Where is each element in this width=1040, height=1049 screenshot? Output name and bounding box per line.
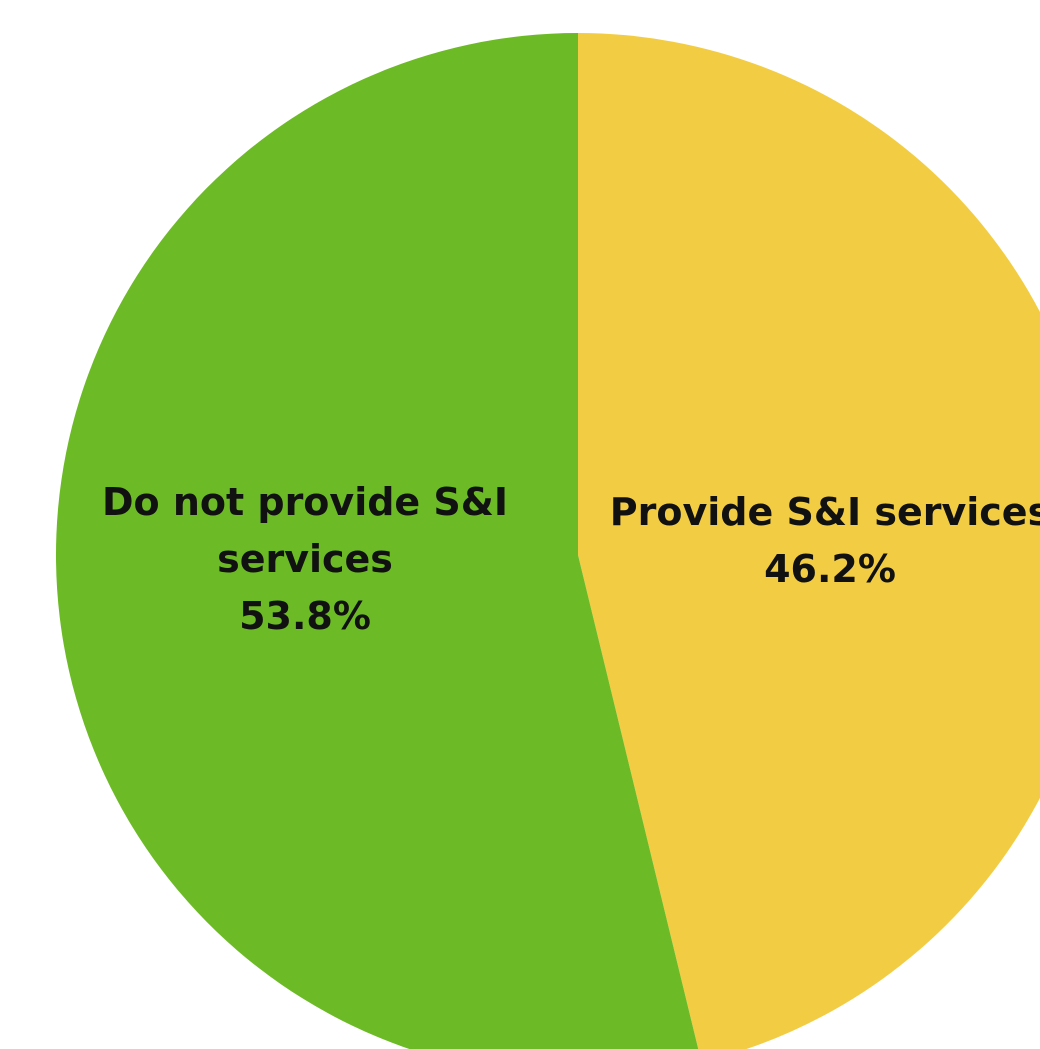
slice-label-line-0-0: Provide S&I services	[610, 490, 1040, 534]
pie-labels: Provide S&I services 46.2% Do not provide …	[102, 480, 1040, 638]
pie-slices	[56, 33, 1040, 1049]
pie-slice-1	[56, 33, 699, 1049]
slice-label-0: Provide S&I services 46.2%	[610, 490, 1040, 591]
slice-label-line-1-1: services	[217, 537, 393, 581]
slice-percent-1: 53.8%	[239, 594, 371, 638]
slice-label-line-1-0: Do not provide S&I	[102, 480, 508, 524]
slice-label-1: Do not provide S&I services 53.8%	[102, 480, 508, 638]
pie-slice-0	[578, 33, 1040, 1049]
slice-percent-0: 46.2%	[764, 547, 896, 591]
